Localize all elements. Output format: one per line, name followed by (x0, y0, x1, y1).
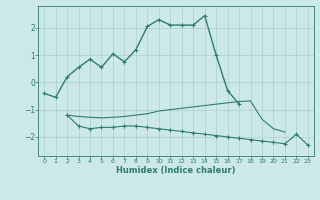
X-axis label: Humidex (Indice chaleur): Humidex (Indice chaleur) (116, 166, 236, 175)
